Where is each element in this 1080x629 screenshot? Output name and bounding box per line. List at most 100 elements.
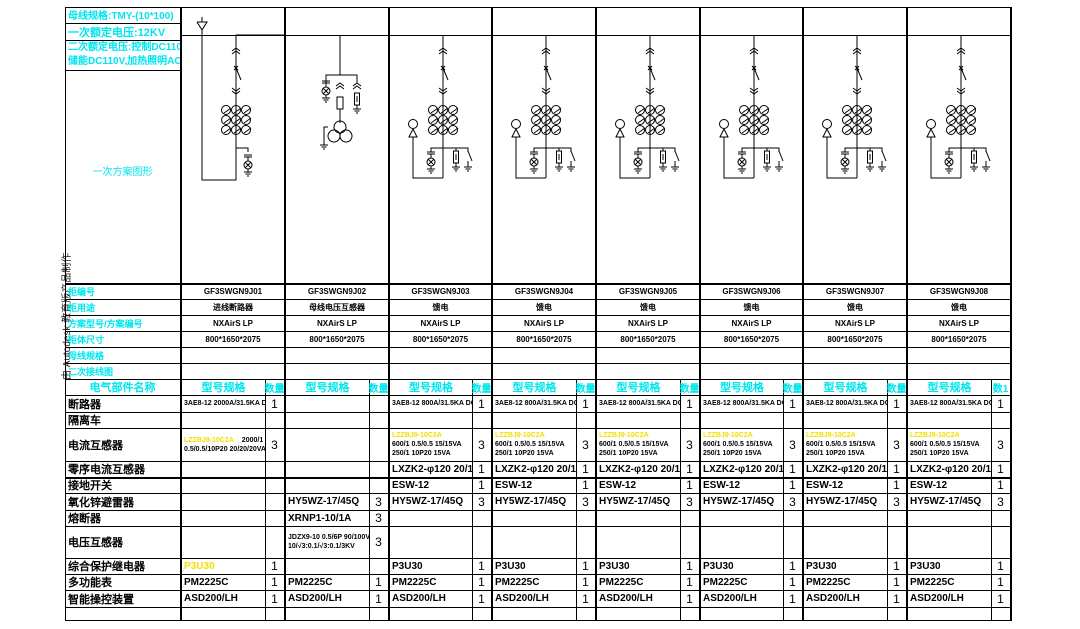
component-spec (182, 510, 265, 526)
component-qty: 1 (789, 591, 796, 606)
component-spec: ASD200/LH (286, 590, 369, 607)
spec-line: 250/1 10P20 15VA (703, 450, 762, 457)
component-spec: HY5WZ-17/45Q (390, 493, 472, 510)
spec-line: ASD200/LH (703, 593, 757, 604)
component-qty: 1 (997, 478, 1004, 492)
spec-line: PM2225C (703, 576, 748, 588)
panel-info-value: GF3SWGN9J02 (307, 286, 367, 296)
component-spec: PM2225C (701, 574, 783, 590)
spec-line: 3AE8-12 800A/31.5KA DC110V (910, 400, 991, 407)
component-qty: 1 (789, 462, 796, 476)
spec-line: LXZK2-φ120 20/1 10P5 (703, 463, 783, 475)
spec-header: 型号规格 (201, 382, 246, 394)
spec-line: HY5WZ-17/45Q (288, 496, 360, 507)
panel-info-value (182, 347, 284, 363)
component-spec: P3U30 (182, 558, 265, 574)
component-spec (390, 526, 472, 558)
component-qty: 1 (478, 559, 485, 573)
qty-header: 数1 (992, 383, 1009, 395)
grid-line (65, 428, 1012, 429)
spec-header: 型号规格 (409, 382, 453, 394)
panel-info-value: 800*1650*2075 (723, 334, 780, 344)
secondary-voltage-label: 二次额定电压:控制DC110V, 储能DC110V,加热照明AC220V (65, 40, 180, 70)
component-qty: 1 (686, 396, 693, 411)
component-spec: PM2225C (286, 574, 369, 590)
panel-info-value: GF3SWGN9J05 (618, 286, 678, 296)
component-label: 电流互感器 (68, 439, 123, 452)
panel-info-value: 进线断路器 (213, 302, 253, 312)
component-qty: 1 (478, 591, 485, 606)
component-spec: ESW-12 (701, 477, 783, 493)
component-spec: LZZBJ9-10C2A 2000/1 0.5/0.5/10P20 20/20/20… (182, 428, 265, 461)
component-spec: PM2225C (493, 574, 576, 590)
component-qty: 1 (997, 396, 1004, 411)
component-spec (701, 526, 783, 558)
component-label: 多功能表 (68, 577, 112, 589)
qty-divider (887, 379, 888, 620)
spec-line: 600/1 0.5/0.5 15/15VA (495, 441, 565, 448)
panel-info-value: GF3SWGN9J01 (203, 286, 263, 296)
highlighted-model: LZZBJ9-10C2A (599, 432, 649, 439)
grid-line (65, 395, 1012, 396)
component-qty: 1 (582, 559, 589, 573)
panel-info-value: GF3SWGN9J06 (722, 286, 781, 296)
spec-line: 3AE8-12 800A/31.5KA DC110V (599, 400, 680, 407)
component-qty: 1 (893, 396, 900, 411)
component-spec (286, 412, 369, 428)
component-qty: 1 (997, 575, 1004, 589)
component-spec: HY5WZ-17/45Q (908, 493, 991, 510)
qty-divider (369, 379, 370, 620)
panel-info-value: 800*1650*2075 (827, 334, 883, 344)
component-qty: 3 (375, 494, 382, 509)
component-spec: ASD200/LH (701, 590, 783, 607)
component-spec (286, 461, 369, 477)
spec-header: 型号规格 (616, 382, 661, 394)
spec-line: LZZBJ9-10C2A (703, 431, 753, 440)
spec-line: 600/1 0.5/0.5 15/15VA (910, 441, 980, 448)
component-qty: 1 (271, 575, 278, 589)
spec-line: HY5WZ-17/45Q (599, 496, 671, 507)
panel-info-value: 馈电 (847, 302, 863, 312)
component-label: 熔断器 (68, 513, 101, 525)
info-label: 母线规格 (68, 350, 105, 361)
component-spec: 3AE8-12 800A/31.5KA DC110V (701, 395, 783, 412)
panel-info-value: NXAirS LP (731, 318, 772, 328)
spec-line: HY5WZ-17/45Q (703, 496, 775, 507)
spec-line: JDZX9-10 0.5/6P 90/100VA (288, 534, 369, 541)
component-spec: ESW-12 (597, 477, 680, 493)
qty-divider (680, 379, 681, 620)
component-qty: 3 (375, 535, 382, 549)
component-spec: 3AE8-12 2000A/31.5KA DC110V (182, 395, 265, 412)
column-divider (284, 7, 286, 620)
component-spec: HY5WZ-17/45Q (286, 493, 369, 510)
component-spec: PM2225C (804, 574, 887, 590)
grid-line (65, 347, 1012, 348)
spec-header: 型号规格 (927, 382, 972, 394)
spec-header: 型号规格 (720, 382, 764, 394)
component-qty: 3 (893, 437, 900, 452)
panel-info-value (701, 347, 802, 363)
component-qty: 1 (375, 591, 382, 606)
component-label: 隔离车 (68, 415, 101, 427)
highlighted-model: LZZBJ9-10C2A (806, 432, 856, 439)
component-label: 电压互感器 (68, 537, 123, 549)
component-spec (286, 477, 369, 493)
component-qty: 1 (997, 462, 1004, 476)
component-qty: 1 (478, 462, 485, 476)
component-spec: ASD200/LH (182, 590, 265, 607)
spec-line: LXZK2-φ120 20/1 10P5 (392, 463, 472, 475)
component-spec: P3U30 (493, 558, 576, 574)
component-spec: XRNP1-10/1A (286, 510, 369, 526)
spec-line: P3U30 (910, 560, 941, 572)
component-label: 综合保护继电器 (68, 561, 145, 573)
grid-line (65, 363, 1012, 364)
panel-info-value: NXAirS LP (523, 318, 564, 328)
component-spec: PM2225C (597, 574, 680, 590)
component-spec (804, 526, 887, 558)
component-spec (182, 477, 265, 493)
panel-info-value: 800*1650*2075 (516, 334, 572, 344)
component-qty: 1 (582, 591, 589, 606)
info-label: 柜用途 (68, 302, 96, 313)
grid-line (65, 40, 180, 41)
info-label: 方案型号/方案编号 (68, 318, 143, 329)
